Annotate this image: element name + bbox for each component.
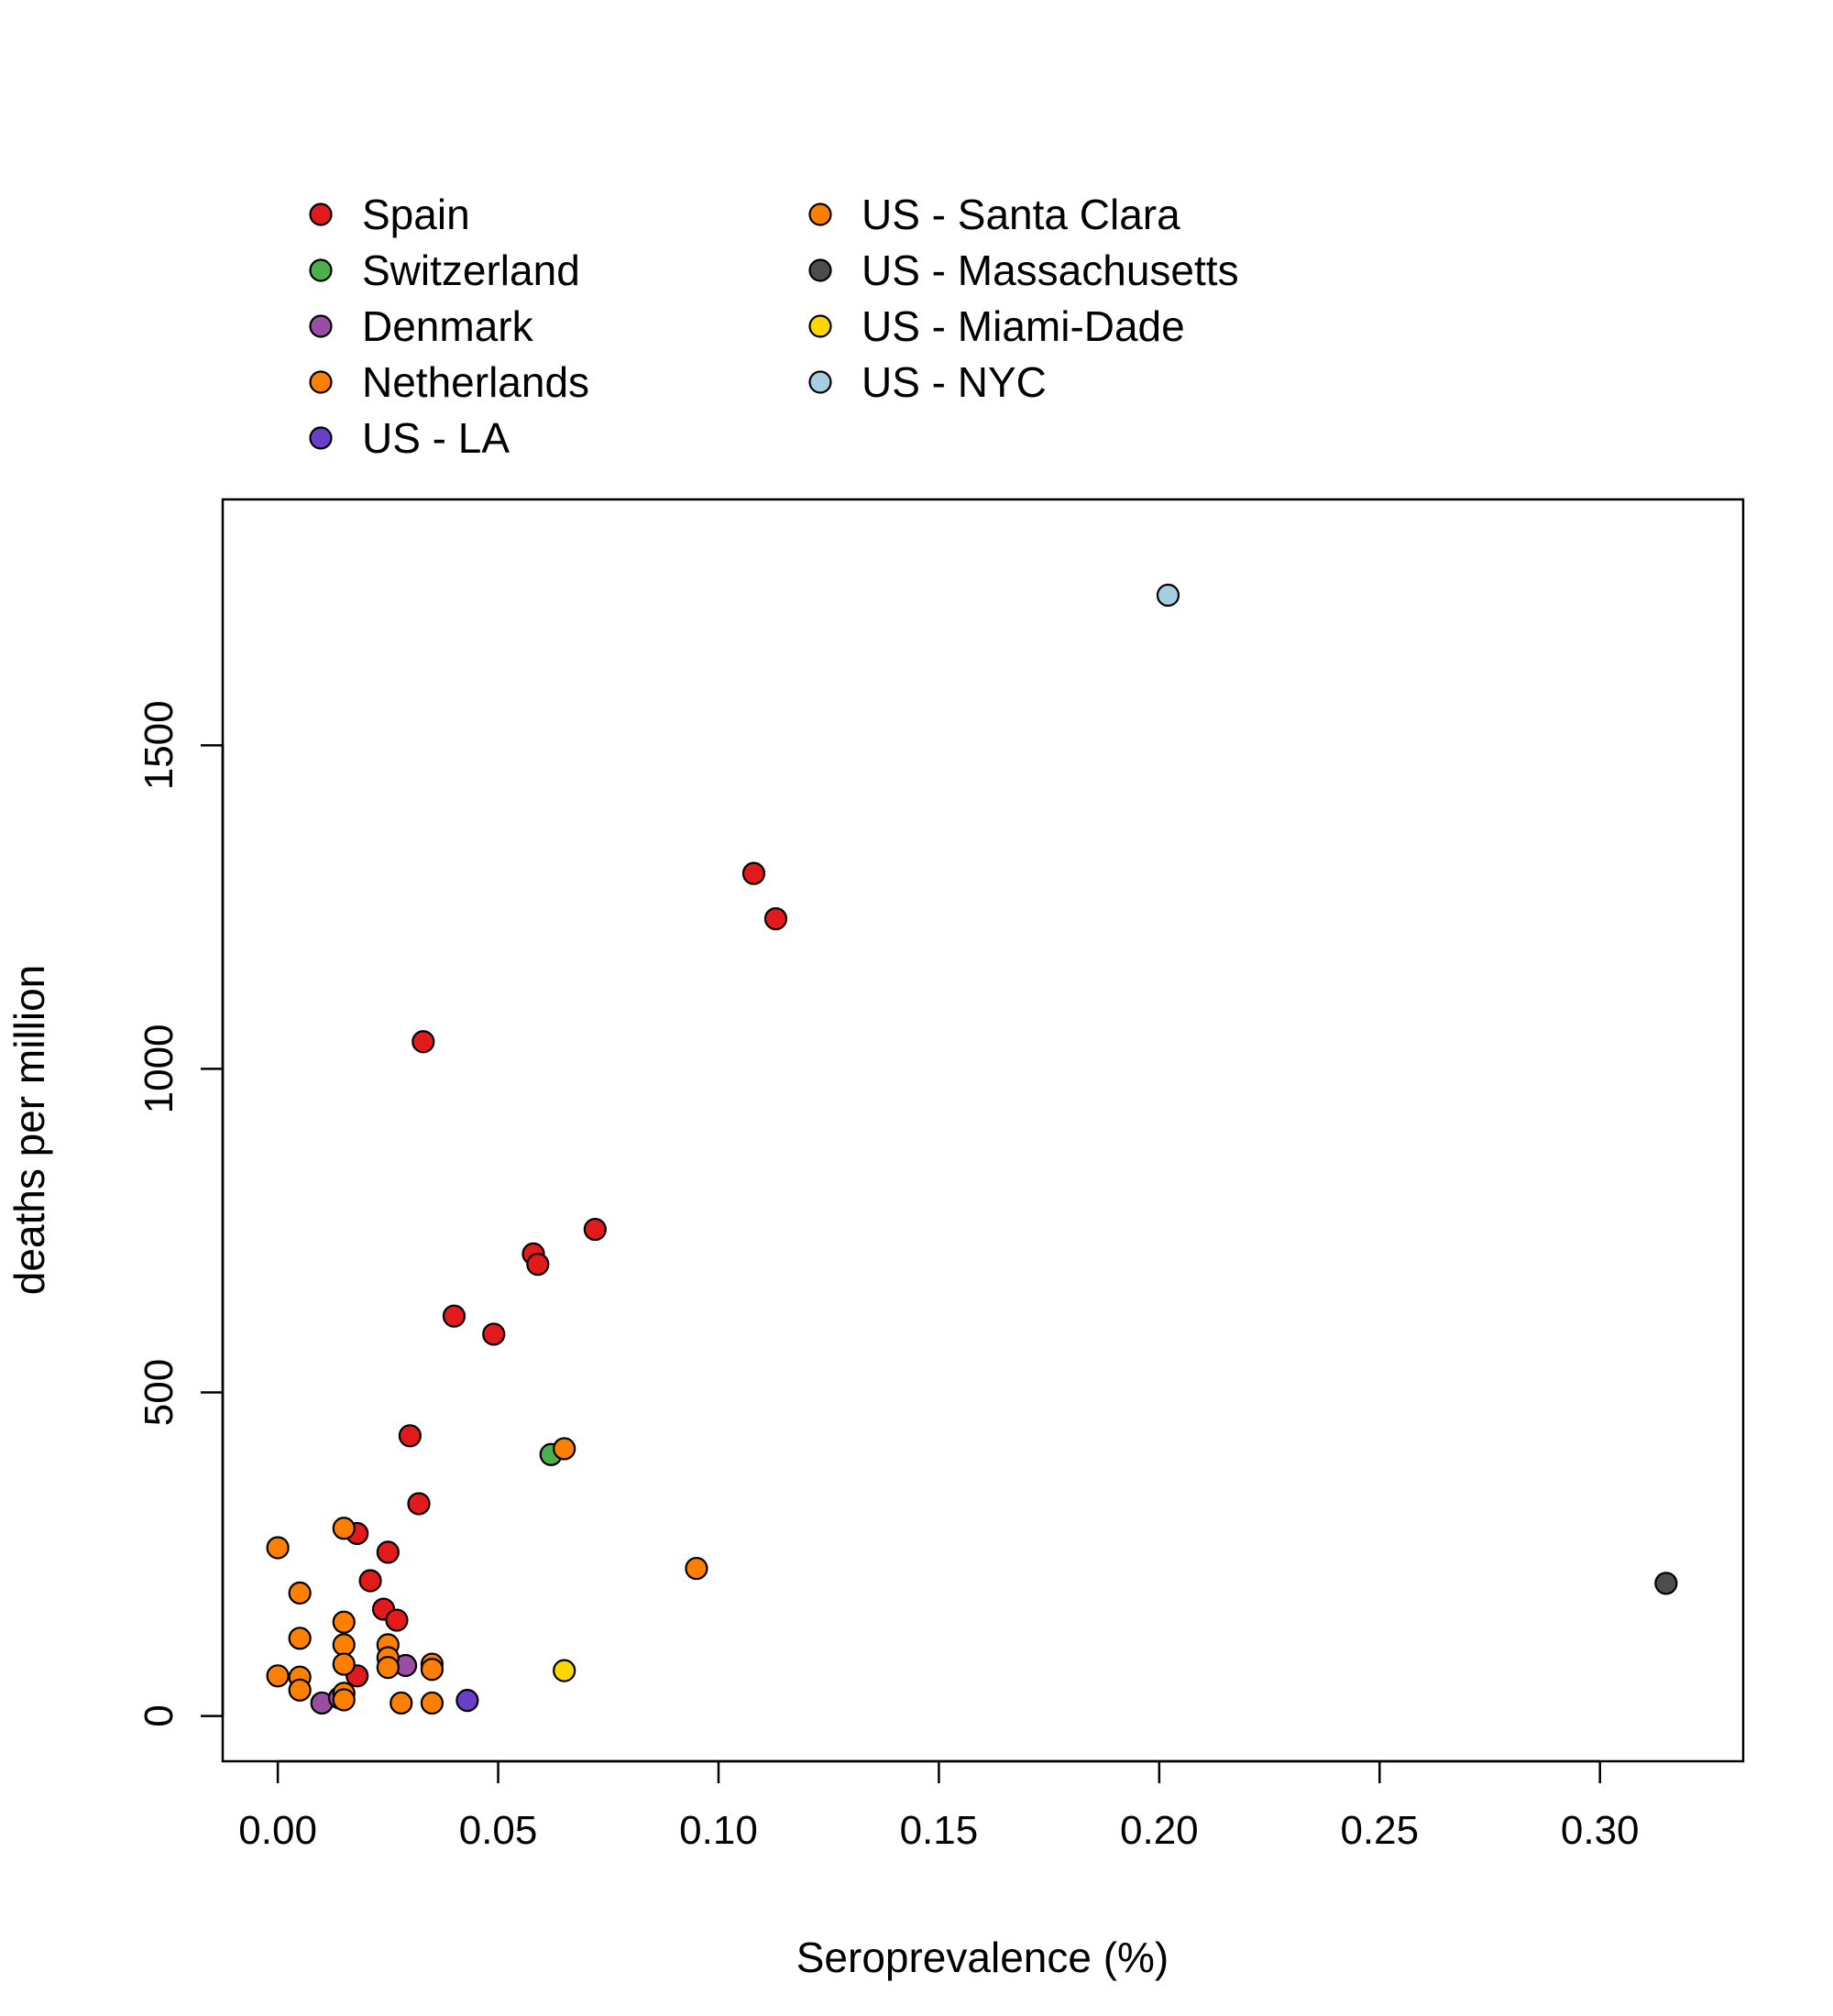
legend-marker: [309, 203, 333, 226]
data-point: [358, 1569, 382, 1593]
legend-label: Spain: [362, 191, 470, 238]
data-point: [1156, 583, 1180, 608]
data-point: [266, 1536, 290, 1560]
legend-label: US - NYC: [862, 358, 1047, 406]
legend-marker: [808, 203, 832, 226]
legend-marker: [309, 258, 333, 282]
data-point: [385, 1608, 409, 1632]
legend-label: US - Miami-Dade: [862, 302, 1185, 350]
y-tick-label: 1500: [137, 700, 181, 790]
y-axis: 0 500 1000 1500: [137, 700, 225, 1727]
data-point: [442, 1304, 466, 1328]
data-point: [288, 1678, 312, 1702]
y-tick-label: 0: [137, 1704, 181, 1726]
y-axis-title: deaths per million: [5, 965, 53, 1296]
data-point: [288, 1581, 312, 1605]
data-point: [482, 1322, 506, 1346]
plot-frame: [221, 498, 1745, 1763]
data-point: [763, 906, 788, 931]
data-point: [332, 1610, 356, 1634]
data-point: [332, 1688, 356, 1712]
data-point: [526, 1253, 550, 1276]
x-tick-label: 0.25: [1340, 1808, 1419, 1853]
data-point: [376, 1540, 400, 1564]
data-point: [332, 1652, 356, 1676]
data-point: [332, 1633, 356, 1657]
legend-label: Denmark: [362, 302, 534, 350]
data-point: [420, 1691, 445, 1715]
x-tick-label: 0.20: [1120, 1808, 1199, 1853]
x-axis: 0.00 0.05 0.10 0.15 0.20 0.25 0.30: [238, 1759, 1640, 1853]
data-point: [332, 1517, 356, 1540]
data-point: [1654, 1572, 1678, 1595]
data-point: [583, 1217, 607, 1242]
data-point: [390, 1691, 413, 1715]
legend-label: Switzerland: [362, 247, 580, 294]
x-tick-label: 0.10: [679, 1808, 758, 1853]
x-axis-title: Seroprevalence (%): [796, 1934, 1169, 1981]
x-tick-label: 0.30: [1561, 1808, 1640, 1853]
x-tick-label: 0.15: [900, 1808, 979, 1853]
x-tick-label: 0.00: [238, 1808, 317, 1853]
data-point: [553, 1659, 576, 1682]
legend-marker: [808, 258, 832, 282]
data-point: [288, 1627, 312, 1650]
y-tick-label: 1000: [137, 1024, 181, 1113]
x-tick-label: 0.05: [459, 1808, 538, 1853]
data-point: [420, 1658, 445, 1682]
data-point: [685, 1556, 708, 1581]
legend-label: US - Massachusetts: [862, 247, 1239, 294]
legend-marker: [309, 426, 333, 450]
data-point: [741, 861, 766, 885]
data-points: [266, 583, 1678, 1715]
legend-marker: [808, 370, 832, 394]
data-point: [376, 1656, 400, 1680]
legend-marker: [309, 370, 333, 394]
y-tick-label: 500: [137, 1359, 181, 1426]
legend-label: Netherlands: [362, 358, 589, 406]
legend-marker: [808, 314, 832, 338]
data-point: [456, 1689, 479, 1713]
legend-label: US - Santa Clara: [862, 191, 1180, 238]
data-point: [266, 1664, 290, 1688]
legend: Spain Switzerland Denmark Netherlands US - L…: [309, 191, 1239, 462]
data-point: [412, 1030, 435, 1054]
legend-marker: [309, 314, 333, 338]
data-point: [553, 1437, 576, 1461]
legend-label: US - LA: [362, 414, 510, 462]
data-point: [407, 1492, 431, 1516]
data-point: [398, 1424, 422, 1448]
